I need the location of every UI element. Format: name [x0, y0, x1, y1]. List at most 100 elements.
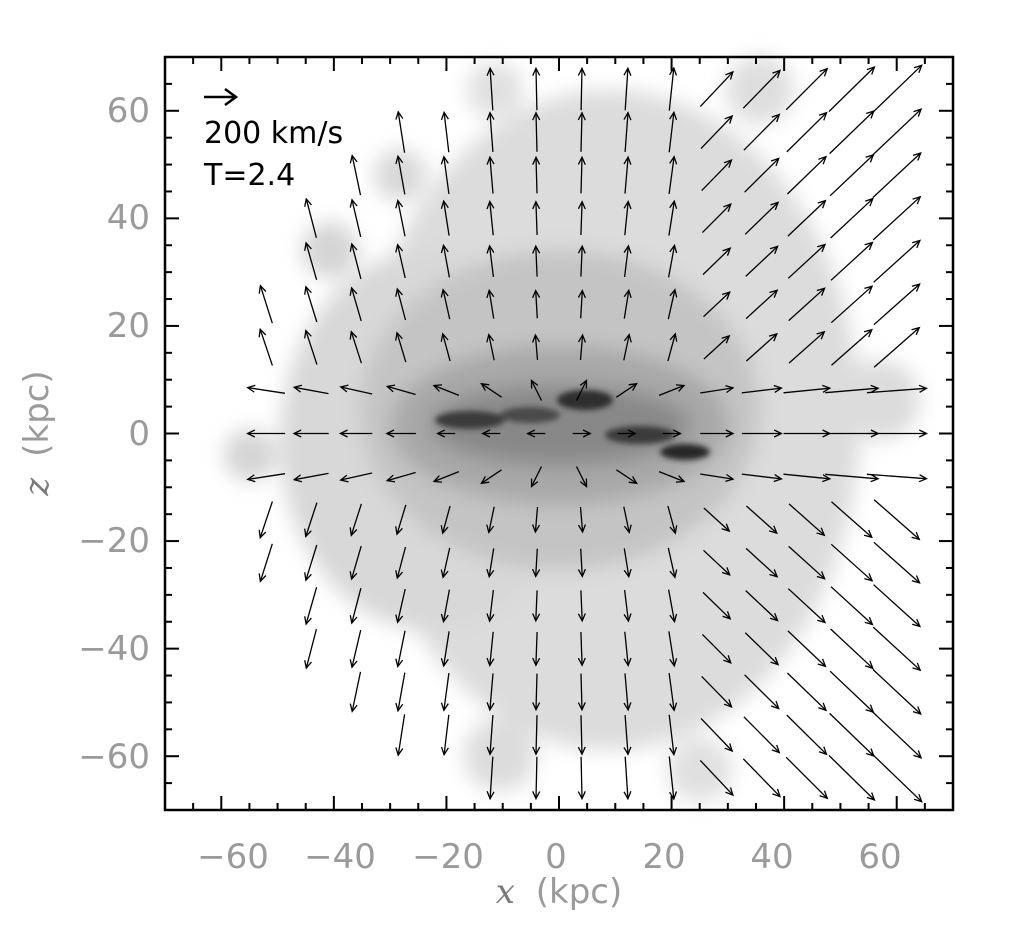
velocity-arrow: [742, 758, 782, 798]
velocity-arrow: [532, 673, 541, 712]
velocity-arrow: [783, 384, 832, 394]
velocity-arrow: [395, 672, 406, 713]
velocity-arrow: [486, 506, 495, 534]
velocity-arrow: [700, 429, 735, 438]
velocity-arrow: [786, 714, 828, 756]
velocity-arrow: [623, 715, 632, 756]
velocity-arrow: [440, 714, 450, 757]
velocity-arrow: [395, 154, 406, 195]
velocity-arrow: [623, 756, 632, 801]
velocity-arrow: [577, 244, 586, 277]
time-label: T=2.4: [203, 158, 295, 193]
velocity-arrow: [703, 549, 731, 576]
velocity-arrow: [304, 629, 318, 670]
velocity-arrow: [292, 384, 329, 395]
velocity-arrow: [385, 384, 416, 396]
velocity-arrow: [830, 241, 874, 281]
velocity-arrow: [873, 499, 921, 541]
velocity-arrow: [440, 332, 451, 362]
x-axis-label: x (kpc): [496, 872, 623, 912]
velocity-arrow: [246, 429, 286, 438]
velocity-arrow: [349, 587, 362, 625]
velocity-arrow: [258, 543, 273, 583]
velocity-arrow: [395, 504, 407, 536]
velocity-arrow: [866, 473, 928, 483]
velocity-arrow: [577, 756, 586, 801]
x-tick-label: 20: [642, 837, 685, 877]
velocity-arrow: [532, 200, 541, 236]
velocity-arrow: [668, 199, 678, 236]
velocity-arrow: [667, 505, 678, 535]
x-axis-variable: x: [496, 872, 515, 912]
velocity-arrow: [577, 590, 586, 623]
velocity-arrow: [395, 331, 407, 363]
velocity-arrow: [338, 429, 373, 438]
velocity-arrow: [872, 195, 922, 241]
y-axis-variable: z: [17, 477, 57, 497]
gas-density-core: [435, 390, 710, 460]
velocity-arrow: [623, 673, 632, 712]
velocity-arrow: [745, 590, 779, 622]
y-tick-label: −20: [78, 521, 150, 561]
velocity-arrow: [577, 111, 586, 152]
velocity-arrow: [532, 66, 541, 111]
velocity-arrow: [623, 288, 632, 319]
velocity-arrow: [577, 200, 586, 236]
velocity-arrow: [531, 507, 541, 534]
velocity-arrow: [745, 245, 779, 277]
y-tick-label: 60: [107, 91, 150, 131]
velocity-arrow: [702, 247, 732, 276]
velocity-arrow: [787, 630, 827, 668]
velocity-arrow: [246, 384, 286, 394]
velocity-arrow: [831, 501, 873, 539]
velocity-arrow: [701, 633, 732, 664]
velocity-arrow: [742, 69, 782, 109]
velocity-arrow: [532, 244, 541, 277]
velocity-arrow: [703, 334, 731, 360]
velocity-arrow: [872, 626, 922, 672]
velocity-arrow: [258, 327, 274, 366]
velocity-arrow: [440, 199, 450, 236]
velocity-arrow: [658, 384, 686, 397]
velocity-arrow: [304, 241, 318, 280]
velocity-arrow: [829, 109, 875, 155]
x-tick-label: 60: [858, 837, 901, 877]
velocity-arrow: [481, 429, 501, 438]
velocity-arrow: [486, 590, 495, 623]
velocity-arrow: [667, 288, 678, 320]
velocity-arrow: [616, 469, 638, 485]
velocity-arrow: [577, 507, 587, 534]
velocity-arrow: [532, 155, 541, 194]
velocity-arrow: [668, 673, 678, 712]
velocity-arrow: [617, 429, 637, 438]
velocity-arrow: [486, 548, 495, 579]
velocity-arrow: [339, 472, 373, 483]
velocity-arrow: [667, 589, 678, 624]
velocity-arrow: [830, 197, 874, 239]
velocity-arrow: [702, 591, 732, 620]
velocity-arrow: [873, 584, 922, 628]
scale-arrow-label: 200 km/s: [204, 116, 343, 151]
velocity-arrow: [741, 473, 783, 483]
velocity-arrow: [785, 67, 829, 111]
velocity-arrow: [623, 66, 632, 111]
velocity-arrow: [395, 199, 406, 237]
axis-ticks: [164, 56, 954, 811]
velocity-arrow: [480, 382, 502, 398]
velocity-arrow: [828, 65, 876, 112]
velocity-arrow: [349, 629, 362, 669]
velocity-arrow: [700, 473, 735, 483]
velocity-arrow: [830, 628, 874, 670]
velocity-arrow: [623, 155, 632, 194]
velocity-arrow: [701, 675, 733, 708]
x-tick-label: 0: [545, 837, 567, 877]
velocity-arrow: [703, 291, 731, 318]
velocity-arrow: [787, 243, 827, 279]
velocity-arrow: [440, 631, 450, 668]
velocity-arrow: [486, 244, 495, 277]
velocity-arrow: [785, 756, 829, 800]
x-axis-unit: (kpc): [536, 872, 623, 912]
x-tick-labels: −60 −40 −20 0 20 40 60: [197, 837, 902, 877]
velocity-arrow: [745, 332, 778, 362]
velocity-arrow: [825, 384, 880, 394]
